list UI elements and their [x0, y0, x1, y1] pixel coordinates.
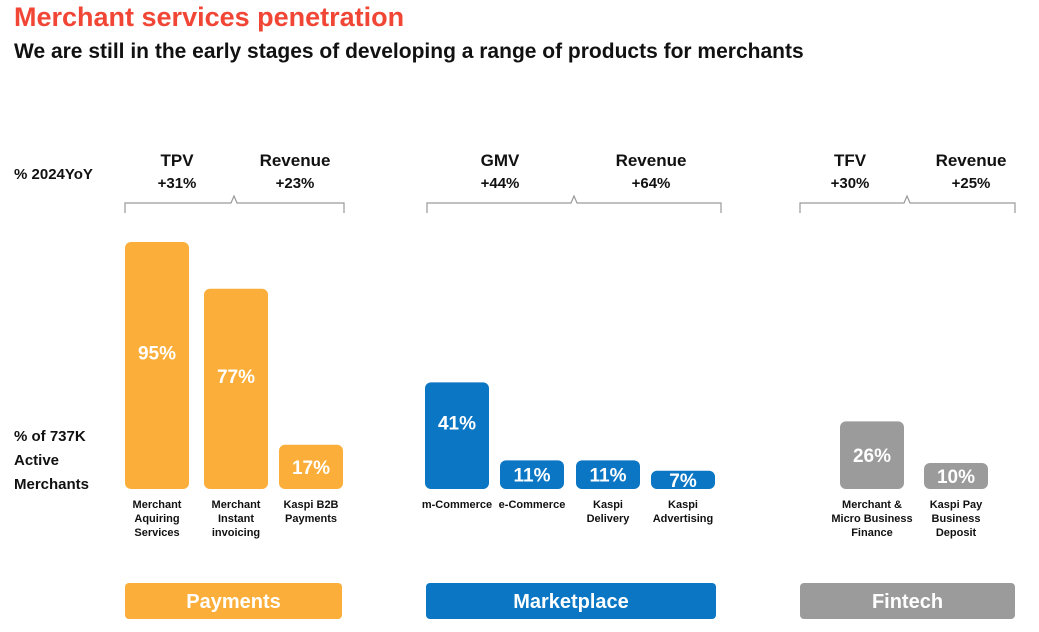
payments-bar-0 — [125, 242, 189, 489]
marketplace-bar-value-3: 7% — [669, 471, 697, 492]
marketplace-bar-label-3-line-0: Kaspi — [668, 499, 698, 511]
marketplace-bar-label-0-line-0: m-Commerce — [422, 499, 492, 511]
fintech-bar-value-1: 10% — [937, 467, 975, 488]
payments-bar-label-0-line-1: Aquiring — [134, 513, 179, 525]
marketplace-metric-name-0: GMV — [481, 151, 520, 170]
payments-bar-label-0-line-0: Merchant — [133, 499, 182, 511]
marketplace-bar-0 — [425, 382, 489, 489]
fintech-bar-label-1-line-2: Deposit — [936, 527, 977, 539]
fintech-bar-value-0: 26% — [853, 446, 891, 467]
marketplace-bar-value-1: 11% — [514, 466, 551, 487]
fintech-bar-label-0-line-2: Finance — [851, 527, 893, 539]
payments-bar-1 — [204, 288, 268, 489]
fintech-section-label: Fintech — [872, 591, 943, 613]
payments-bracket — [124, 194, 345, 213]
marketplace-bar-1 — [500, 460, 564, 489]
page-title: Merchant services penetration — [14, 2, 405, 32]
marketplace-metric-value-0: +44% — [481, 175, 520, 192]
marketplace-metric-value-1: +64% — [632, 175, 671, 192]
marketplace-section-label: Marketplace — [513, 591, 629, 613]
marketplace-bar-value-0: 41% — [438, 414, 476, 435]
fintech-bar-1 — [924, 463, 988, 489]
payments-bar-value-1: 77% — [217, 367, 255, 388]
fintech-bar-label-0-line-1: Micro Business — [831, 513, 912, 525]
fintech-metric-value-1: +25% — [952, 175, 991, 192]
marketplace-bar-label-3-line-1: Advertising — [653, 513, 714, 525]
fintech-metric-name-0: TFV — [834, 151, 867, 170]
payments-bar-label-2-line-0: Kaspi B2B — [283, 499, 338, 511]
marketplace-bar-2 — [576, 460, 640, 489]
payments-metric-name-1: Revenue — [260, 151, 331, 170]
marketplace-bar-value-2: 11% — [590, 466, 627, 487]
fintech-metric-value-0: +30% — [831, 175, 870, 192]
payments-bar-value-0: 95% — [138, 344, 176, 365]
payments-metric-name-0: TPV — [160, 151, 194, 170]
row-label-yoy: % 2024YoY — [14, 166, 93, 183]
marketplace-metric-name-1: Revenue — [616, 151, 687, 170]
payments-bar-label-1-line-2: invoicing — [212, 527, 260, 539]
fintech-section-bar — [800, 583, 1015, 619]
payments-bar-label-0-line-2: Services — [134, 527, 179, 539]
fintech-bar-0 — [840, 421, 904, 489]
payments-metric-value-1: +23% — [276, 175, 315, 192]
payments-bar-value-2: 17% — [292, 458, 330, 479]
payments-bar-2 — [279, 444, 343, 489]
marketplace-bar-label-1-line-0: e-Commerce — [499, 499, 566, 511]
marketplace-bar-3 — [651, 470, 715, 489]
fintech-bar-label-1-line-0: Kaspi Pay — [930, 499, 983, 511]
fintech-bar-label-0-line-0: Merchant & — [842, 499, 902, 511]
fintech-metric-name-1: Revenue — [936, 151, 1007, 170]
payments-bar-label-1-line-0: Merchant — [212, 499, 261, 511]
marketplace-bar-label-2-line-0: Kaspi — [593, 499, 623, 511]
fintech-bar-label-1-line-1: Business — [932, 513, 981, 525]
marketplace-bracket — [426, 194, 722, 213]
payments-bar-label-2-line-1: Payments — [285, 513, 337, 525]
marketplace-section-bar — [426, 583, 716, 619]
fintech-bracket — [799, 194, 1016, 213]
payments-section-bar — [125, 583, 342, 619]
page-subtitle: We are still in the early stages of deve… — [14, 40, 804, 63]
row-label-merchants: % of 737K Active Merchants — [14, 428, 90, 493]
marketplace-bar-label-2-line-1: Delivery — [587, 513, 631, 525]
payments-section-label: Payments — [186, 591, 281, 613]
payments-metric-value-0: +31% — [158, 175, 197, 192]
payments-bar-label-1-line-1: Instant — [218, 513, 254, 525]
